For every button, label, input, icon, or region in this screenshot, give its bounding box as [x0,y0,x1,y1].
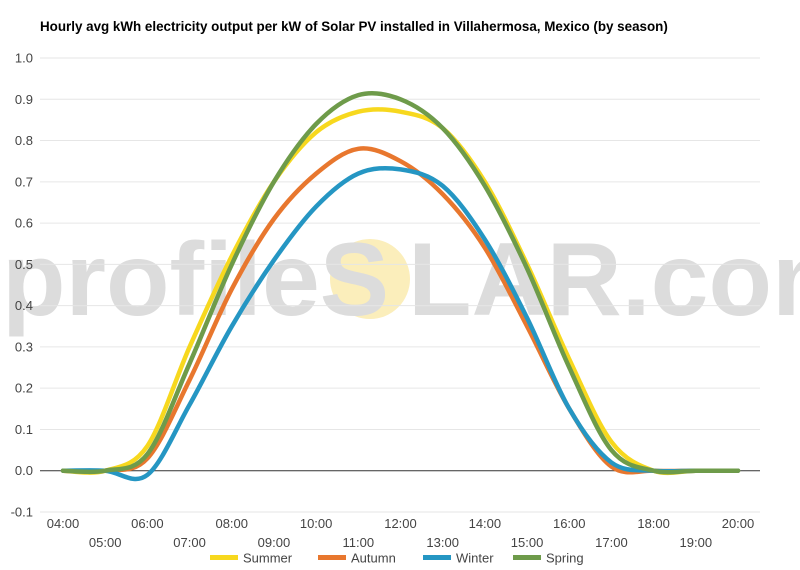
y-tick-label: 0.1 [15,422,33,437]
watermark: profileS LAR.com [2,222,800,338]
x-tick-label: 06:00 [131,516,164,531]
legend-swatch-spring [513,555,541,560]
x-tick-label: 10:00 [300,516,333,531]
watermark-sun-icon [330,239,410,319]
legend-label-summer: Summer [243,551,293,566]
x-tick-label: 09:00 [258,535,291,550]
x-tick-label: 13:00 [426,535,459,550]
legend-swatch-winter [423,555,451,560]
y-tick-label: 0.2 [15,381,33,396]
x-tick-label: 20:00 [722,516,755,531]
series-line-summer [60,107,741,476]
x-tick-label: 12:00 [384,516,417,531]
y-tick-label: -0.1 [11,505,33,520]
x-tick-label: 19:00 [680,535,713,550]
y-tick-label: 0.5 [15,257,33,272]
chart-title: Hourly avg kWh electricity output per kW… [40,19,668,34]
x-tick-label: 05:00 [89,535,122,550]
legend: Summer Autumn Winter Spring [210,551,584,566]
x-tick-label: 16:00 [553,516,586,531]
x-tick-label: 04:00 [47,516,80,531]
legend-label-autumn: Autumn [351,551,396,566]
y-axis-ticks: -0.1 0.0 0.1 0.2 0.3 0.4 0.5 0.6 0.7 0.8 0.9 1.0 [11,51,33,520]
x-tick-label: 08:00 [215,516,248,531]
y-tick-label: 1.0 [15,51,33,66]
legend-swatch-summer [210,555,238,560]
y-tick-label: 0.3 [15,339,33,354]
legend-swatch-autumn [318,555,346,560]
y-tick-label: 0.4 [15,298,33,313]
series-line-autumn [60,146,741,475]
series-line-spring [60,90,741,475]
watermark-text-right: LAR.com [408,222,800,338]
series-line-winter [60,165,741,482]
x-tick-label: 11:00 [343,535,375,550]
x-tick-label: 18:00 [637,516,670,531]
y-tick-label: 0.8 [15,133,33,148]
x-tick-label: 17:00 [595,535,628,550]
legend-label-winter: Winter [456,551,494,566]
x-tick-label: 07:00 [173,535,206,550]
x-tick-label: 15:00 [511,535,544,550]
y-tick-label: 0.9 [15,92,33,107]
y-tick-label: 0.7 [15,174,33,189]
legend-label-spring: Spring [546,551,584,566]
y-tick-label: 0.6 [15,216,33,231]
x-axis-ticks: 04:00 05:00 06:00 07:00 08:00 09:00 10:00 11:00… [47,516,755,550]
y-tick-label: 0.0 [15,463,33,478]
series-lines [60,90,741,482]
watermark-text-left: profileS [2,222,389,338]
x-tick-label: 14:00 [469,516,502,531]
